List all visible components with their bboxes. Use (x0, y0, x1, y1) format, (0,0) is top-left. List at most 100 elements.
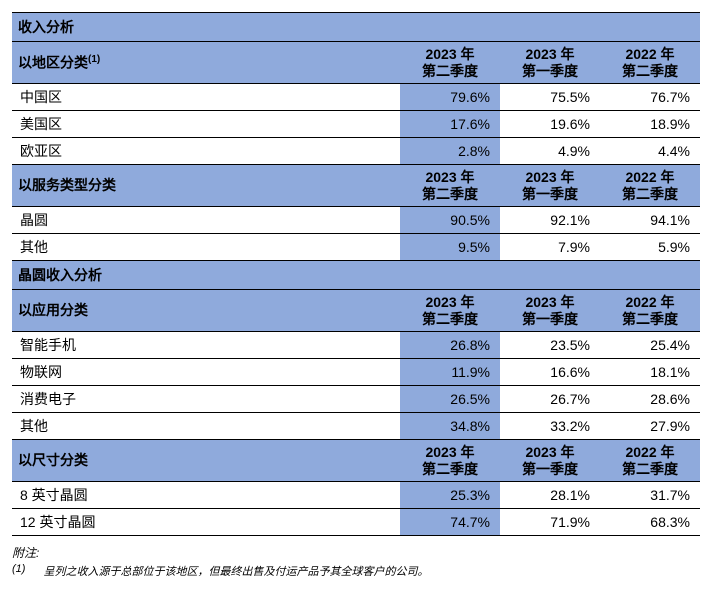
row-label: 8 英寸晶圆 (12, 482, 400, 509)
row-value: 27.9% (600, 413, 700, 440)
table-row: 消费电子26.5%26.7%28.6% (12, 386, 700, 413)
period-quarter: 第一季度 (506, 63, 594, 80)
period-quarter: 第二季度 (406, 186, 494, 203)
revenue-analysis-table: 收入分析以地区分类(1)2023 年第二季度2023 年第一季度2022 年第二… (12, 12, 700, 536)
row-value: 2.8% (400, 138, 500, 165)
row-label: 其他 (12, 413, 400, 440)
period-year: 2022 年 (606, 169, 694, 186)
period-year: 2022 年 (606, 294, 694, 311)
row-value: 26.8% (400, 332, 500, 359)
row-value: 34.8% (400, 413, 500, 440)
table-row: 智能手机26.8%23.5%25.4% (12, 332, 700, 359)
period-quarter: 第二季度 (406, 461, 494, 478)
group-label-text: 以应用分类 (18, 302, 88, 318)
period-header: 2022 年第二季度 (600, 290, 700, 332)
period-header: 2022 年第二季度 (600, 42, 700, 84)
row-label: 晶圆 (12, 207, 400, 234)
group-label: 以应用分类 (12, 290, 400, 332)
row-value: 25.4% (600, 332, 700, 359)
section-title: 收入分析 (12, 13, 700, 42)
row-value: 92.1% (500, 207, 600, 234)
row-value: 18.9% (600, 111, 700, 138)
period-header: 2023 年第一季度 (500, 290, 600, 332)
row-value: 76.7% (600, 84, 700, 111)
row-value: 4.4% (600, 138, 700, 165)
row-label: 12 英寸晶圆 (12, 509, 400, 536)
row-value: 26.5% (400, 386, 500, 413)
group-label: 以尺寸分类 (12, 440, 400, 482)
row-label: 其他 (12, 234, 400, 261)
row-value: 25.3% (400, 482, 500, 509)
period-quarter: 第一季度 (506, 461, 594, 478)
row-label: 欧亚区 (12, 138, 400, 165)
period-header: 2023 年第二季度 (400, 42, 500, 84)
period-header: 2022 年第二季度 (600, 440, 700, 482)
row-value: 71.9% (500, 509, 600, 536)
period-header: 2023 年第一季度 (500, 42, 600, 84)
period-quarter: 第一季度 (506, 311, 594, 328)
group-label-sup: (1) (88, 54, 100, 65)
row-value: 28.1% (500, 482, 600, 509)
period-year: 2023 年 (506, 169, 594, 186)
period-header: 2023 年第二季度 (400, 290, 500, 332)
row-value: 68.3% (600, 509, 700, 536)
period-year: 2023 年 (506, 46, 594, 63)
row-value: 26.7% (500, 386, 600, 413)
row-value: 90.5% (400, 207, 500, 234)
group-label: 以地区分类(1) (12, 42, 400, 84)
period-year: 2023 年 (506, 294, 594, 311)
row-label: 美国区 (12, 111, 400, 138)
table-row: 晶圆90.5%92.1%94.1% (12, 207, 700, 234)
period-header: 2023 年第一季度 (500, 440, 600, 482)
table-row: 物联网11.9%16.6%18.1% (12, 359, 700, 386)
row-value: 31.7% (600, 482, 700, 509)
period-year: 2022 年 (606, 46, 694, 63)
row-value: 11.9% (400, 359, 500, 386)
row-value: 94.1% (600, 207, 700, 234)
row-value: 4.9% (500, 138, 600, 165)
period-year: 2023 年 (406, 169, 494, 186)
table-row: 中国区79.6%75.5%76.7% (12, 84, 700, 111)
row-value: 7.9% (500, 234, 600, 261)
period-year: 2022 年 (606, 444, 694, 461)
section-title: 晶圆收入分析 (12, 261, 700, 290)
group-label-text: 以尺寸分类 (18, 452, 88, 468)
period-quarter: 第二季度 (606, 186, 694, 203)
period-year: 2023 年 (406, 444, 494, 461)
table-row: 8 英寸晶圆25.3%28.1%31.7% (12, 482, 700, 509)
row-value: 5.9% (600, 234, 700, 261)
period-quarter: 第二季度 (406, 63, 494, 80)
footnote-block: 附注: (1) 呈列之收入源于总部位于该地区，但最终出售及付运产品予其全球客户的… (12, 544, 700, 579)
row-value: 74.7% (400, 509, 500, 536)
row-label: 物联网 (12, 359, 400, 386)
table-row: 美国区17.6%19.6%18.9% (12, 111, 700, 138)
row-value: 18.1% (600, 359, 700, 386)
row-value: 17.6% (400, 111, 500, 138)
table-row: 其他34.8%33.2%27.9% (12, 413, 700, 440)
row-label: 消费电子 (12, 386, 400, 413)
period-quarter: 第二季度 (606, 63, 694, 80)
period-quarter: 第二季度 (606, 461, 694, 478)
period-header: 2023 年第二季度 (400, 165, 500, 207)
footnote-text: 呈列之收入源于总部位于该地区，但最终出售及付运产品予其全球客户的公司。 (43, 563, 428, 579)
row-value: 19.6% (500, 111, 600, 138)
group-label-text: 以服务类型分类 (18, 177, 116, 193)
group-label-text: 以地区分类 (18, 54, 88, 70)
table-row: 欧亚区2.8%4.9%4.4% (12, 138, 700, 165)
period-year: 2023 年 (406, 46, 494, 63)
period-header: 2023 年第一季度 (500, 165, 600, 207)
footnote-number: (1) (12, 563, 25, 579)
row-value: 75.5% (500, 84, 600, 111)
row-value: 9.5% (400, 234, 500, 261)
footnote-heading: 附注: (12, 544, 700, 561)
row-value: 33.2% (500, 413, 600, 440)
table-row: 12 英寸晶圆74.7%71.9%68.3% (12, 509, 700, 536)
period-header: 2023 年第二季度 (400, 440, 500, 482)
row-value: 79.6% (400, 84, 500, 111)
row-label: 中国区 (12, 84, 400, 111)
row-value: 16.6% (500, 359, 600, 386)
row-value: 23.5% (500, 332, 600, 359)
period-year: 2023 年 (406, 294, 494, 311)
group-label: 以服务类型分类 (12, 165, 400, 207)
row-label: 智能手机 (12, 332, 400, 359)
